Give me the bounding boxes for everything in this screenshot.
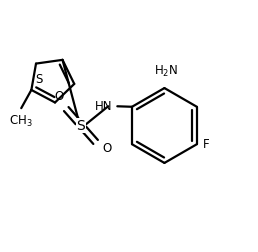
Text: CH$_3$: CH$_3$ xyxy=(9,113,33,128)
Text: H$_2$N: H$_2$N xyxy=(154,64,178,79)
Text: F: F xyxy=(203,138,210,151)
Text: S: S xyxy=(35,72,42,85)
Text: O: O xyxy=(103,141,112,154)
Text: HN: HN xyxy=(95,100,113,113)
Text: O: O xyxy=(54,90,64,103)
Text: S: S xyxy=(77,119,85,133)
